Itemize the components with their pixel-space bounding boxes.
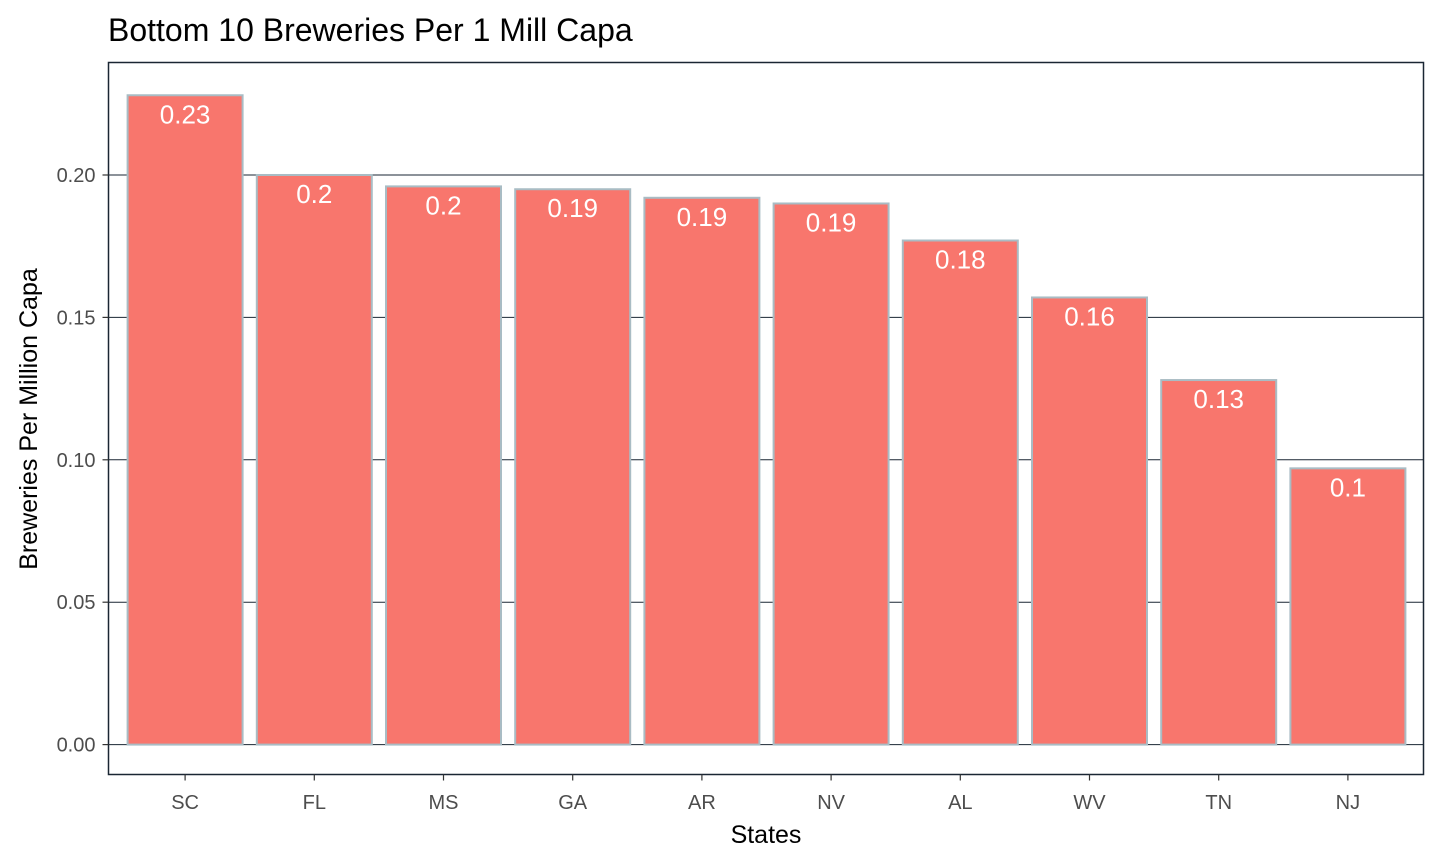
y-axis: 0.00 0.05 0.10 0.15 0.20 <box>57 165 109 757</box>
bar-al <box>901 239 1019 746</box>
y-tick-label: 0.05 <box>57 592 96 614</box>
data-label-ga: 0.19 <box>547 193 598 223</box>
data-label-nv: 0.19 <box>806 207 857 237</box>
data-label-wv: 0.16 <box>1064 301 1115 331</box>
x-tick-label-fl: FL <box>303 792 326 814</box>
data-labels: 0.23 0.2 0.2 0.19 0.19 0.19 0.18 0.16 0.13 0.1 <box>160 99 1366 502</box>
x-tick-label-nv: NV <box>817 792 845 814</box>
x-tick-label-ms: MS <box>429 792 459 814</box>
data-label-ms: 0.2 <box>425 190 461 220</box>
bar-ms <box>385 185 502 746</box>
x-axis: SC FL MS GA AR NV AL WV TN NJ <box>171 774 1360 814</box>
bar-sc <box>126 94 244 746</box>
chart-title: Bottom 10 Breweries Per 1 Mill Capa <box>108 12 633 48</box>
bar-nv <box>772 202 890 746</box>
y-tick-label: 0.20 <box>57 165 96 187</box>
x-tick-label-wv: WV <box>1073 792 1106 814</box>
panel-border <box>107 61 1425 776</box>
bars <box>126 94 1407 746</box>
data-label-sc: 0.23 <box>160 99 211 129</box>
y-tick-label: 0.15 <box>57 307 96 329</box>
data-label-fl: 0.2 <box>296 179 332 209</box>
x-tick-label-al: AL <box>948 792 972 814</box>
y-tick-label: 0.00 <box>57 735 96 757</box>
y-tick-label: 0.10 <box>57 450 96 472</box>
x-tick-label-ga: GA <box>558 792 588 814</box>
data-label-al: 0.18 <box>935 245 986 275</box>
data-label-nj: 0.1 <box>1330 472 1366 502</box>
bar-ar <box>643 196 761 746</box>
bar-fl <box>255 173 373 746</box>
x-tick-label-tn: TN <box>1205 792 1232 814</box>
x-tick-label-sc: SC <box>171 792 199 814</box>
data-label-tn: 0.13 <box>1193 384 1244 414</box>
bar-nj <box>1289 467 1407 746</box>
bar-tn <box>1160 379 1278 746</box>
x-axis-title: States <box>731 821 802 849</box>
x-tick-label-ar: AR <box>688 792 716 814</box>
data-label-ar: 0.19 <box>677 202 728 232</box>
bar-ga <box>514 188 632 746</box>
x-tick-label-nj: NJ <box>1336 792 1360 814</box>
y-axis-title: Breweries Per Million Capa <box>15 268 43 570</box>
bar-wv <box>1031 296 1148 746</box>
